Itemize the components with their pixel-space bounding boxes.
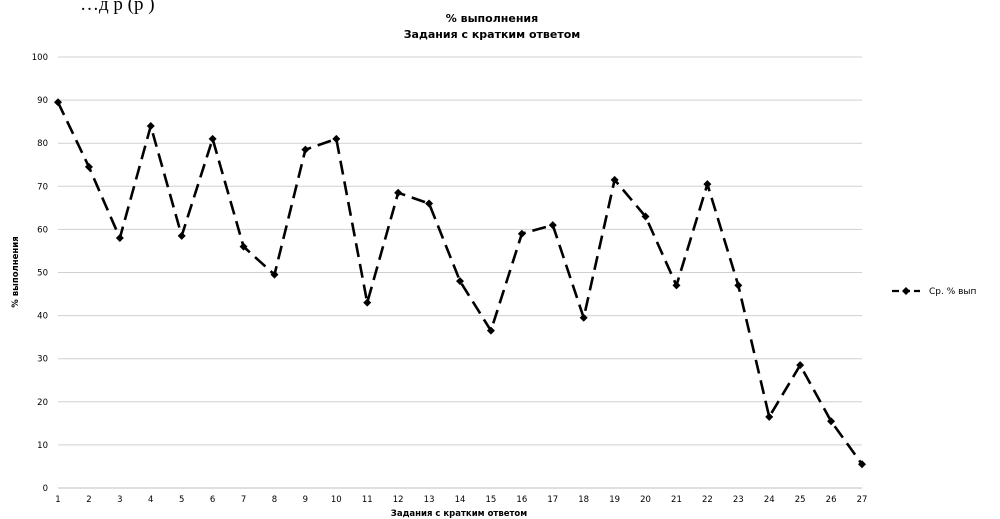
data-point-marker xyxy=(270,270,279,279)
x-axis-title: Задания с кратким ответом xyxy=(391,509,527,519)
data-point-marker xyxy=(332,134,341,143)
y-tick-label: 60 xyxy=(37,225,48,235)
data-point-marker xyxy=(54,98,62,107)
x-tick-label: 18 xyxy=(578,495,589,505)
x-tick-labels: 1 2 3 4 5 6 7 8 9 10 11 12 13 14 15 16 17 18 19 20 21 22 23 24 2… xyxy=(55,495,867,505)
chart-subtitle: Задания с кратким ответом xyxy=(404,28,581,41)
legend-marker-diamond xyxy=(902,287,910,295)
gridlines xyxy=(58,56,862,446)
data-point-marker xyxy=(641,212,650,221)
x-tick-label: 6 xyxy=(210,495,215,505)
data-point-marker xyxy=(146,121,155,130)
y-tick-label: 40 xyxy=(37,312,48,322)
x-tick-label: 20 xyxy=(640,495,651,505)
data-point-marker xyxy=(765,412,774,421)
y-tick-label: 80 xyxy=(37,139,48,149)
x-tick-label: 17 xyxy=(547,495,558,505)
data-point-marker xyxy=(827,417,836,426)
y-tick-labels: 0 10 20 30 40 50 60 70 80 90 100 xyxy=(32,53,48,494)
x-tick-label: 8 xyxy=(272,495,277,505)
data-point-marker xyxy=(456,277,464,286)
data-point-marker xyxy=(517,229,526,238)
data-point-marker xyxy=(177,231,186,240)
x-tick-label: 26 xyxy=(826,495,837,505)
x-tick-label: 4 xyxy=(148,495,153,505)
data-point-marker xyxy=(84,162,93,171)
x-tick-label: 7 xyxy=(241,495,246,505)
x-tick-label: 19 xyxy=(609,495,620,505)
legend: Ср. % вып xyxy=(892,287,977,297)
y-tick-label: 90 xyxy=(37,96,48,106)
data-point-marker xyxy=(394,188,403,197)
data-point-marker xyxy=(239,242,248,251)
x-tick-label: 11 xyxy=(362,495,373,505)
y-tick-label: 70 xyxy=(37,182,48,192)
data-point-marker xyxy=(548,221,557,230)
data-point-marker xyxy=(301,145,310,154)
x-tick-label: 1 xyxy=(55,495,60,505)
y-tick-label: 20 xyxy=(37,398,48,408)
cropped-header-text: …д р (р ) xyxy=(80,0,155,15)
data-point-marker xyxy=(115,234,124,243)
x-tick-label: 21 xyxy=(671,495,682,505)
x-tick-label: 24 xyxy=(764,495,775,505)
data-point-marker xyxy=(208,134,217,143)
data-point-marker xyxy=(703,180,712,189)
x-tick-label: 16 xyxy=(516,495,527,505)
data-point-marker xyxy=(486,326,495,335)
y-tick-label: 10 xyxy=(37,441,48,451)
x-tick-label: 23 xyxy=(733,495,744,505)
data-point-marker xyxy=(858,460,866,469)
x-tick-label: 14 xyxy=(455,495,466,505)
x-tick-label: 12 xyxy=(393,495,404,505)
data-point-marker xyxy=(363,298,372,307)
x-tick-label: 2 xyxy=(86,495,91,505)
x-tick-label: 25 xyxy=(795,495,806,505)
data-point-marker xyxy=(796,361,805,370)
data-point-marker xyxy=(734,281,743,290)
data-point-marker xyxy=(610,175,619,184)
x-tick-label: 27 xyxy=(857,495,868,505)
data-point-marker xyxy=(425,199,434,208)
x-tick-label: 15 xyxy=(486,495,497,505)
series-layer xyxy=(54,98,866,469)
y-tick-label: 30 xyxy=(37,355,48,365)
x-tick-label: 13 xyxy=(424,495,435,505)
x-tick-label: 9 xyxy=(303,495,308,505)
x-tick-label: 5 xyxy=(179,495,184,505)
chart-title: % выполнения xyxy=(446,12,538,25)
data-point-marker xyxy=(672,281,681,290)
legend-label: Ср. % вып xyxy=(929,287,977,297)
y-tick-label: 100 xyxy=(32,53,48,63)
x-tick-label: 3 xyxy=(117,495,122,505)
x-tick-label: 10 xyxy=(331,495,342,505)
y-tick-label: 0 xyxy=(43,484,48,494)
y-axis-title: % выполнения xyxy=(11,236,21,307)
x-tick-label: 22 xyxy=(702,495,713,505)
y-tick-label: 50 xyxy=(37,269,48,279)
data-point-marker xyxy=(579,313,588,322)
